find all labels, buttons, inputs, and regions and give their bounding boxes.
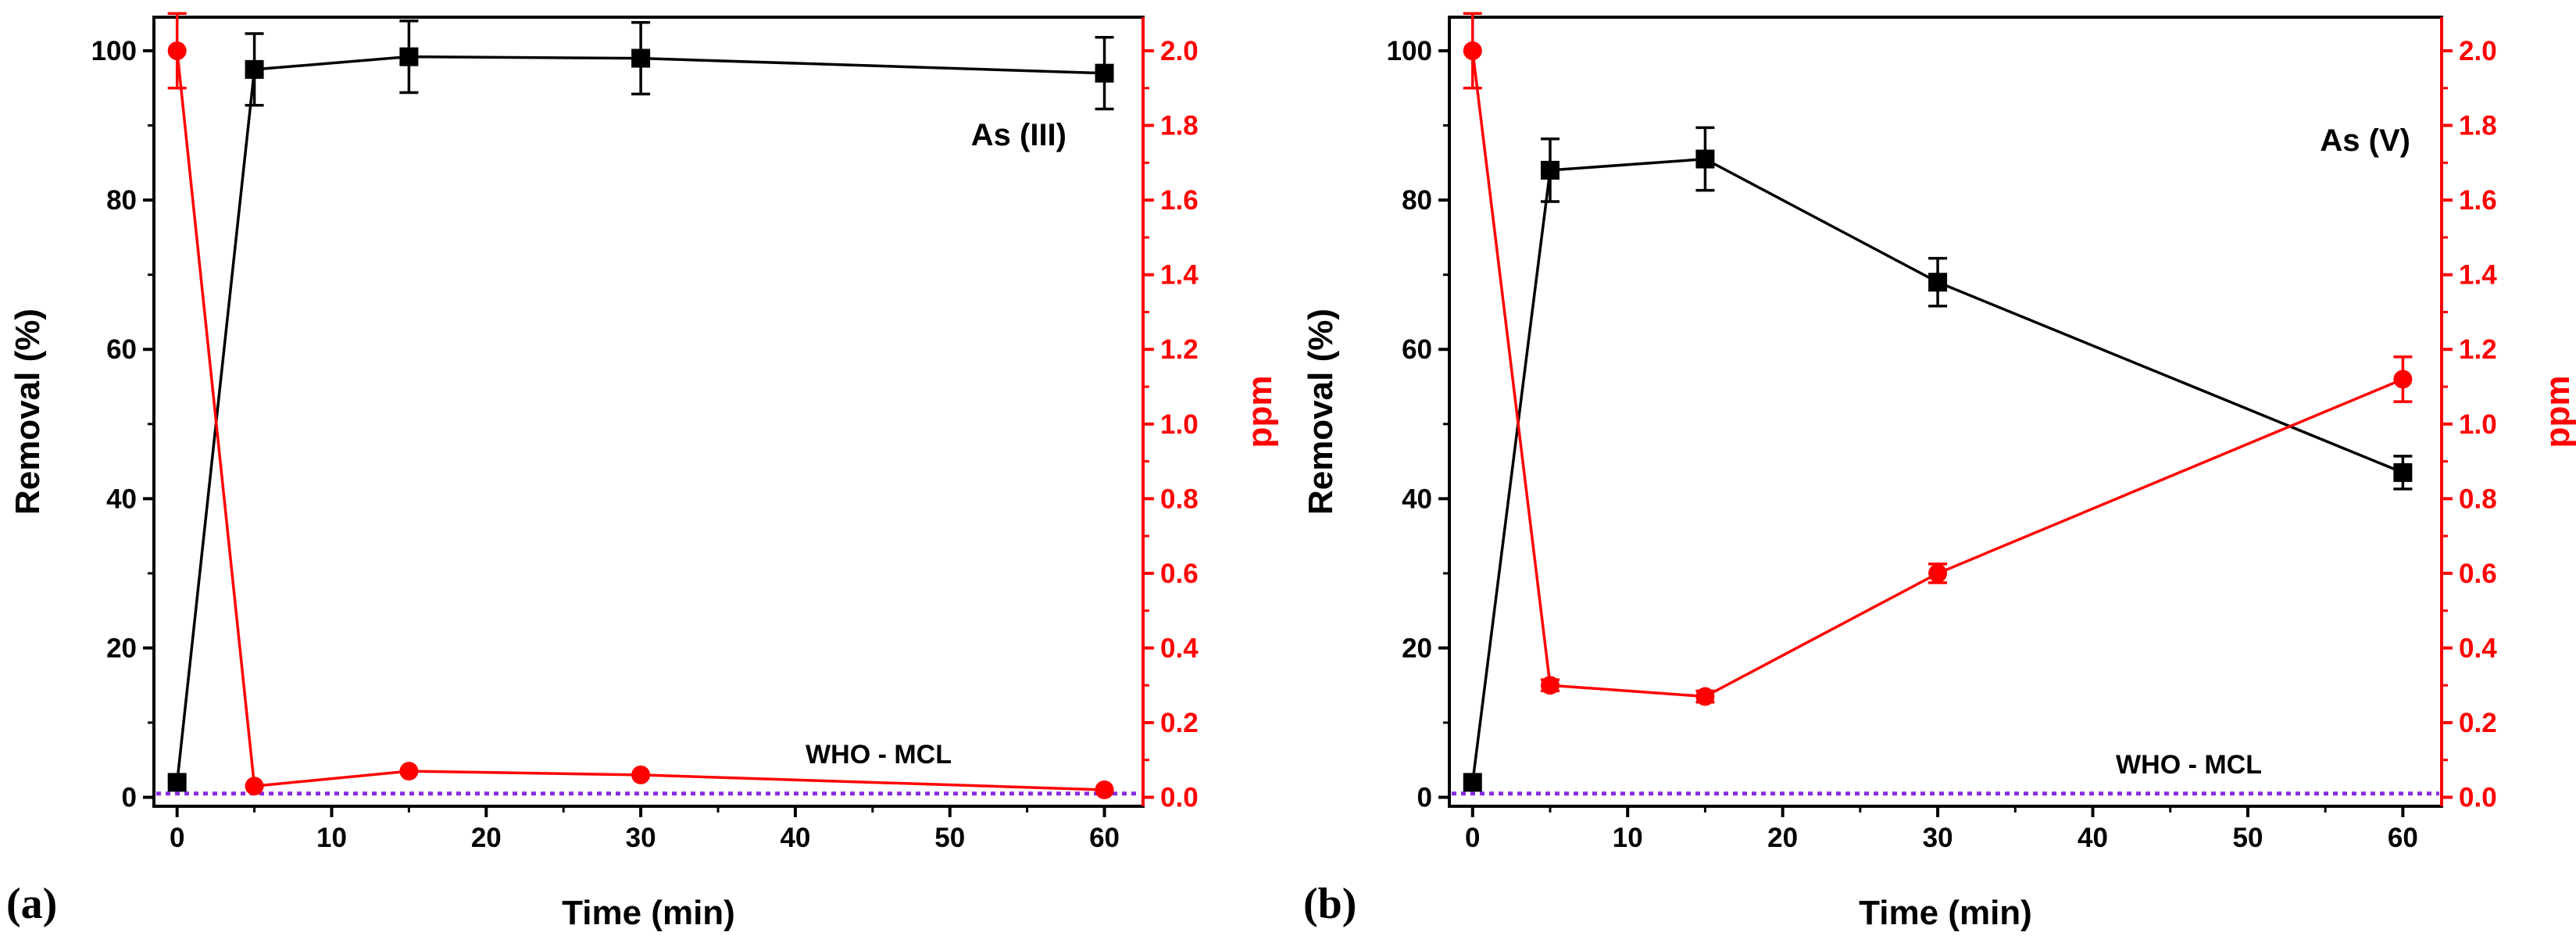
right-y-tick-label: 1.0: [2459, 409, 2497, 440]
ppm-point: [399, 762, 419, 781]
right-axis-title: ppm: [1241, 376, 1279, 448]
x-tick-label: 30: [1923, 823, 1953, 853]
who-mcl-label: WHO - MCL: [2116, 750, 2262, 780]
right-y-tick-label: 0.0: [1160, 783, 1199, 813]
x-tick-label: 20: [1767, 823, 1798, 853]
x-tick-label: 0: [1465, 823, 1480, 853]
right-y-tick-label: 0.2: [2459, 708, 2497, 738]
right-y-tick-label: 1.4: [1160, 260, 1199, 291]
removal-point: [167, 773, 187, 792]
right-y-tick-label: 1.4: [2459, 260, 2497, 291]
x-tick-label: 60: [2388, 823, 2418, 853]
right-y-tick-label: 2.0: [1160, 36, 1199, 66]
left-y-tick-label: 80: [106, 185, 137, 216]
left-y-tick-label: 0: [1417, 783, 1432, 813]
species-label: As (V): [2320, 123, 2410, 158]
x-tick-label: 20: [471, 823, 502, 853]
right-y-tick-label: 1.8: [1160, 111, 1199, 141]
right-y-tick-label: 0.8: [2459, 484, 2497, 514]
left-y-tick-label: 20: [1402, 633, 1432, 663]
ppm-point: [1695, 687, 1715, 706]
panel-b: 0 10 20 30 40 50 60 0 20 40 60 80 100 0.0 0.2 0.4 0.6 0.8…: [1302, 12, 2576, 932]
right-y-tick-label: 1.8: [2459, 111, 2497, 141]
x-tick-label: 60: [1089, 823, 1120, 853]
right-y-tick-label: 0.6: [1160, 559, 1199, 589]
left-axis-title: Removal (%): [1302, 309, 1340, 515]
right-y-tick-label: 0.8: [1160, 484, 1199, 514]
ppm-point: [1095, 780, 1114, 799]
left-y-tick-label: 40: [106, 484, 137, 514]
right-y-tick-label: 0.0: [2459, 783, 2497, 813]
x-tick-label: 40: [2078, 823, 2108, 853]
right-y-tick-label: 0.4: [2459, 633, 2497, 663]
right-axis-title: ppm: [2538, 376, 2576, 448]
removal-point: [1095, 63, 1114, 83]
right-y-tick-label: 1.2: [2459, 334, 2497, 365]
right-y-tick-label: 2.0: [2459, 36, 2497, 66]
right-y-tick-label: 0.4: [1160, 633, 1199, 663]
removal-point: [1695, 149, 1715, 169]
removal-point: [2393, 462, 2413, 482]
ppm-point: [631, 765, 651, 784]
x-tick-label: 0: [170, 823, 184, 853]
species-label: As (III): [971, 118, 1066, 152]
removal-point: [245, 59, 264, 79]
left-y-tick-label: 100: [91, 36, 137, 66]
left-y-tick-label: 0: [122, 783, 137, 813]
right-y-tick-label: 1.0: [1160, 409, 1199, 440]
removal-point: [1463, 773, 1482, 792]
removal-point: [399, 47, 419, 66]
removal-point: [1928, 273, 1948, 292]
x-tick-label: 10: [316, 823, 347, 853]
right-y-tick-label: 1.6: [1160, 185, 1199, 216]
removal-point: [631, 48, 651, 68]
left-y-tick-label: 20: [106, 633, 137, 663]
x-axis-title: Time (min): [1859, 894, 2032, 932]
x-tick-label: 30: [626, 823, 656, 853]
x-tick-label: 10: [1613, 823, 1643, 853]
who-mcl-label: WHO - MCL: [806, 740, 952, 770]
right-y-tick-label: 0.6: [2459, 559, 2497, 589]
ppm-point: [2393, 370, 2413, 389]
ppm-point: [167, 41, 187, 60]
left-y-tick-label: 40: [1402, 484, 1432, 514]
panel-label: (a): [6, 880, 57, 928]
right-y-tick-label: 1.2: [1160, 334, 1199, 365]
ppm-point: [245, 777, 264, 796]
panel-label: (b): [1303, 880, 1356, 928]
right-y-tick-label: 0.2: [1160, 708, 1199, 738]
right-y-tick-label: 1.6: [2459, 185, 2497, 216]
left-y-tick-label: 60: [1402, 334, 1432, 365]
ppm-point: [1928, 563, 1948, 583]
ppm-point: [1540, 676, 1560, 695]
x-tick-label: 40: [780, 823, 810, 853]
x-tick-label: 50: [934, 823, 965, 853]
ppm-point: [1463, 41, 1482, 60]
x-tick-label: 50: [2232, 823, 2263, 853]
left-y-tick-label: 60: [106, 334, 137, 365]
panel-a: 0 10 20 30 40 50 60 0 20 40 60 80 100 0.0 0.2 0.4 0.6 0.8…: [6, 12, 1279, 932]
x-axis-title: Time (min): [562, 894, 735, 932]
left-y-tick-label: 80: [1402, 185, 1432, 216]
left-axis-title: Removal (%): [9, 309, 47, 515]
left-y-tick-label: 100: [1387, 36, 1432, 66]
removal-point: [1540, 160, 1560, 180]
